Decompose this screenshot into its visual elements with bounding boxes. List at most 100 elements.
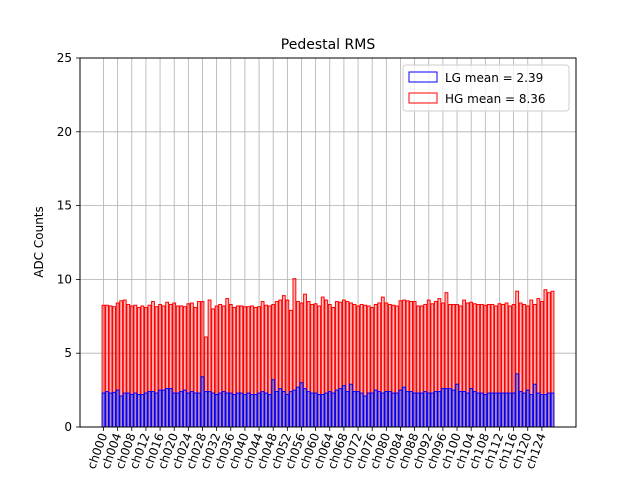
y-tick-label: 20	[57, 125, 72, 139]
lg-bar	[327, 391, 332, 428]
lg-bar	[455, 383, 459, 428]
lg-bar	[380, 392, 385, 428]
lg-bar	[550, 392, 555, 428]
lg-bar	[228, 392, 233, 428]
lg-bar	[444, 388, 449, 428]
chart-title: Pedestal RMS	[281, 37, 376, 53]
lg-bar	[345, 391, 350, 428]
lg-bar	[419, 392, 424, 428]
lg-bar	[437, 391, 442, 428]
lg-bar	[292, 389, 297, 428]
lg-bar	[288, 391, 293, 428]
lg-bar	[232, 394, 237, 428]
lg-bar	[398, 389, 403, 428]
lg-bar	[525, 389, 530, 428]
lg-bar	[161, 389, 166, 428]
y-tick-label: 5	[64, 346, 72, 360]
lg-bar	[387, 391, 392, 428]
lg-bar	[373, 389, 378, 428]
lg-bar	[539, 394, 544, 428]
y-axis-label: ADC Counts	[32, 206, 46, 278]
lg-bar	[182, 389, 187, 428]
lg-bar	[200, 376, 205, 428]
lg-bar	[324, 392, 329, 428]
lg-bar	[334, 389, 339, 428]
lg-bar	[317, 394, 322, 428]
lg-bar	[189, 391, 194, 428]
lg-bar	[151, 391, 155, 428]
lg-bar	[154, 392, 159, 428]
lg-bar	[260, 391, 265, 428]
lg-bar	[497, 392, 502, 428]
lg-bar	[359, 392, 364, 428]
lg-bar	[518, 391, 523, 428]
lg-bar	[363, 395, 368, 428]
legend-label: LG mean = 2.39	[445, 71, 543, 85]
legend-swatch	[408, 71, 438, 83]
lg-bar	[341, 385, 346, 428]
lg-bar	[285, 394, 290, 428]
lg-bar	[331, 392, 336, 428]
lg-bar	[508, 392, 512, 428]
lg-bar	[543, 394, 548, 428]
lg-bar	[349, 383, 353, 428]
lg-bar	[214, 394, 219, 428]
lg-bar	[384, 391, 389, 428]
lg-bar	[430, 392, 435, 428]
lg-bar	[356, 391, 360, 428]
lg-bar	[529, 394, 534, 428]
lg-bar	[207, 391, 212, 428]
lg-bar	[306, 391, 311, 428]
lg-bar	[486, 392, 491, 428]
lg-bar	[479, 392, 484, 428]
lg-bar	[313, 392, 318, 428]
y-tick-label: 25	[57, 51, 72, 65]
lg-bar	[175, 392, 180, 428]
lg-bar	[303, 388, 307, 428]
lg-bar	[490, 392, 495, 428]
lg-bar	[101, 392, 106, 428]
lg-bar	[211, 392, 216, 428]
lg-bar	[147, 391, 152, 428]
lg-bar	[204, 391, 208, 428]
lg-bar	[257, 392, 261, 428]
lg-bar	[250, 394, 254, 428]
lg-bar	[172, 392, 177, 428]
lg-bar	[243, 394, 247, 428]
lg-bar	[271, 379, 276, 428]
plot-area: 0510152025ch000ch004ch008ch012ch016ch020…	[57, 51, 577, 471]
lg-bar	[405, 391, 410, 428]
lg-bar	[395, 392, 399, 428]
lg-bar	[366, 392, 371, 428]
lg-bar	[547, 392, 551, 428]
lg-bar	[483, 394, 488, 428]
lg-bar	[338, 388, 343, 428]
lg-bar	[522, 392, 527, 428]
lg-bar	[112, 391, 117, 428]
lg-bar	[458, 391, 463, 428]
lg-bar	[246, 392, 251, 428]
y-tick-label: 0	[64, 420, 72, 434]
lg-bar	[225, 392, 230, 428]
lg-bar	[186, 392, 191, 428]
lg-bar	[193, 392, 198, 428]
y-tick-label: 10	[57, 272, 72, 286]
lg-bar	[469, 388, 474, 428]
lg-bar	[391, 392, 396, 428]
lg-bar	[320, 394, 325, 428]
lg-bar	[140, 394, 145, 428]
lg-bar	[122, 392, 127, 428]
lg-bar	[409, 391, 413, 428]
lg-bar	[296, 386, 300, 428]
lg-bar	[472, 391, 477, 428]
lg-bar	[511, 392, 516, 428]
lg-bar	[221, 391, 226, 428]
lg-bar	[412, 392, 417, 428]
lg-bar	[108, 392, 113, 428]
lg-bar	[239, 392, 244, 428]
lg-bar	[133, 392, 138, 428]
lg-bar	[115, 389, 120, 428]
lg-bar	[465, 392, 470, 428]
lg-bar	[264, 392, 269, 428]
